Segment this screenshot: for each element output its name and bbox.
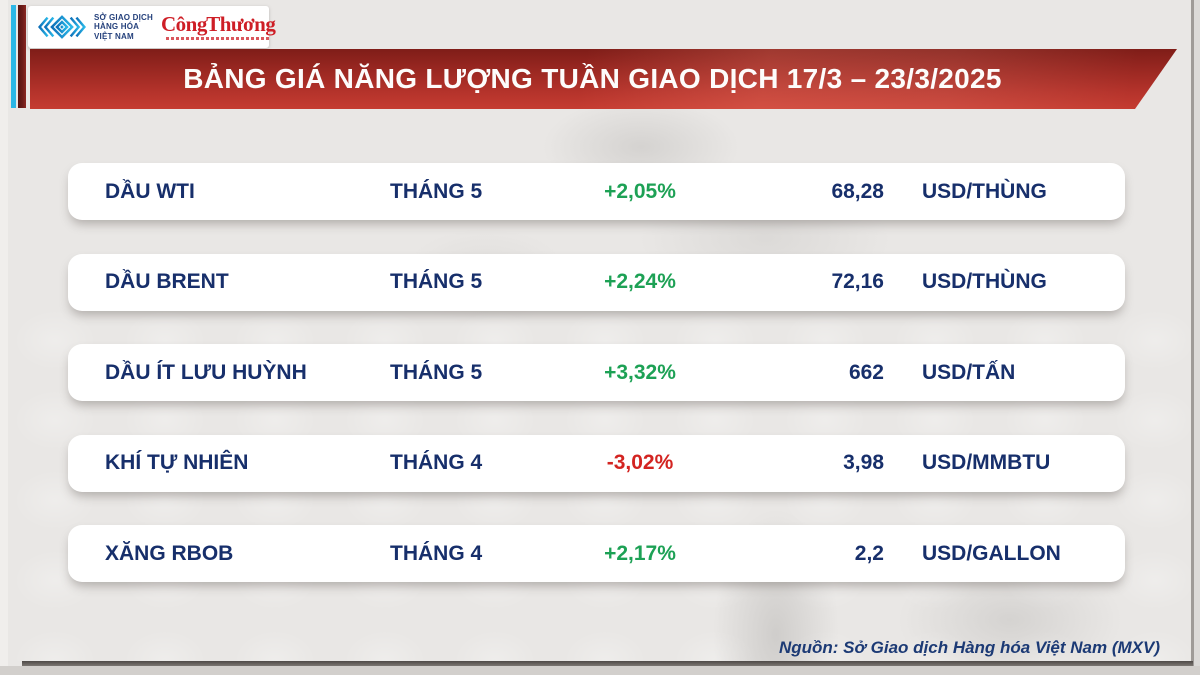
frame-right-edge (1191, 0, 1194, 667)
mxv-diamond-chevrons-icon (38, 15, 86, 39)
table-row: XĂNG RBOB THÁNG 4 +2,17% 2,2 USD/GALLON (68, 525, 1125, 582)
source-note: Nguồn: Sở Giao dịch Hàng hóa Việt Nam (M… (778, 638, 1160, 657)
contract-month: THÁNG 5 (390, 270, 483, 293)
table-row: DẦU ÍT LƯU HUỲNH THÁNG 5 +3,32% 662 USD/… (68, 344, 1125, 401)
frame-left-edge (0, 0, 8, 675)
table-row: DẦU WTI THÁNG 5 +2,05% 68,28 USD/THÙNG (68, 163, 1125, 220)
logo-plate: SỞ GIAO DỊCH HÀNG HÓA VIỆT NAM Công Thươ… (28, 6, 276, 48)
price-value: 2,2 (854, 541, 884, 565)
weekly-change: +2,24% (604, 270, 676, 293)
frame-right-edge-outer (1194, 0, 1200, 675)
price-value: 68,28 (831, 179, 884, 203)
frame-bottom-edge (22, 661, 1193, 666)
weekly-change: +2,17% (604, 541, 676, 565)
price-unit: USD/GALLON (922, 541, 1061, 565)
weekly-change: -3,02% (606, 451, 674, 474)
price-value: 3,98 (843, 451, 884, 474)
mxv-logo-text: SỞ GIAO DỊCH HÀNG HÓA VIỆT NAM (94, 12, 154, 41)
contract-month: THÁNG 5 (390, 360, 483, 384)
price-unit: USD/MMBTU (922, 451, 1051, 474)
price-unit: USD/TẤN (922, 360, 1016, 384)
congthuong-logo-text: Công Thương (161, 12, 276, 36)
commodity-name: DẦU ÍT LƯU HUỲNH (105, 360, 307, 384)
price-unit: USD/THÙNG (922, 270, 1047, 293)
contract-month: THÁNG 4 (390, 451, 483, 474)
table-row: KHÍ TỰ NHIÊN THÁNG 4 -3,02% 3,98 USD/MMB… (68, 434, 1125, 492)
price-value: 72,16 (831, 270, 884, 293)
price-table: DẦU WTI THÁNG 5 +2,05% 68,28 USD/THÙNG D… (68, 163, 1125, 582)
congthuong-tagline (165, 37, 271, 40)
table-row: DẦU BRENT THÁNG 5 +2,24% 72,16 USD/THÙNG (68, 253, 1125, 311)
congthuong-logo: Công Thương (161, 12, 276, 40)
commodity-name: KHÍ TỰ NHIÊN (105, 451, 249, 474)
contract-month: THÁNG 4 (390, 541, 483, 565)
left-accent-stripe-maroon (18, 5, 26, 108)
weekly-change: +2,05% (604, 179, 676, 203)
price-value: 662 (848, 360, 884, 384)
title-banner: BẢNG GIÁ NĂNG LƯỢNG TUẦN GIAO DỊCH 17/3 … (30, 49, 1177, 109)
page-title: BẢNG GIÁ NĂNG LƯỢNG TUẦN GIAO DỊCH 17/3 … (183, 63, 1002, 94)
frame-bottom-edge-outer (0, 666, 1200, 675)
commodity-name: XĂNG RBOB (105, 541, 234, 565)
weekly-change: +3,32% (604, 360, 676, 384)
commodity-name: DẦU BRENT (105, 270, 229, 293)
price-unit: USD/THÙNG (922, 179, 1047, 203)
left-accent-stripe-cyan (11, 5, 16, 108)
contract-month: THÁNG 5 (390, 179, 483, 203)
commodity-name: DẦU WTI (105, 179, 195, 203)
